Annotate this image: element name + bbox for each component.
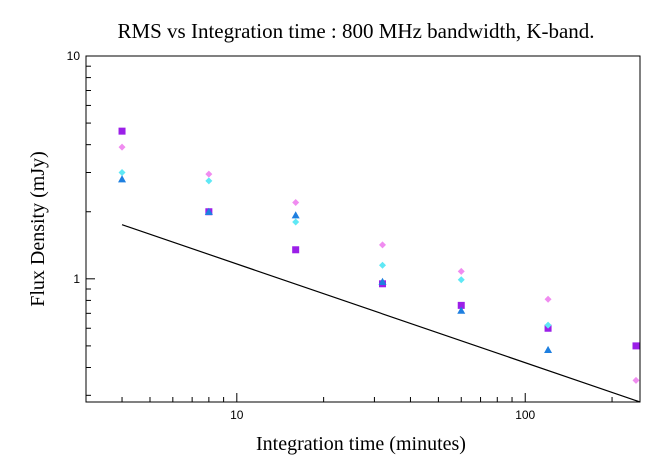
series-3-triangle bbox=[118, 175, 553, 354]
series-1-diamond bbox=[118, 143, 640, 384]
point-diamond bbox=[205, 170, 213, 178]
chart-title: RMS vs Integration time : 800 MHz bandwi… bbox=[117, 19, 594, 43]
point-diamond bbox=[544, 321, 552, 329]
point-diamond bbox=[457, 267, 465, 275]
y-tick-label: 1 bbox=[73, 272, 80, 286]
point-triangle bbox=[457, 306, 466, 314]
series-2-diamond bbox=[118, 169, 552, 329]
reference-line bbox=[121, 224, 641, 403]
point-square bbox=[632, 342, 640, 350]
axis-ticks bbox=[85, 55, 613, 402]
point-diamond bbox=[118, 143, 126, 151]
point-diamond bbox=[379, 261, 387, 269]
point-triangle bbox=[291, 211, 300, 219]
point-diamond bbox=[632, 376, 640, 384]
point-diamond bbox=[292, 199, 300, 207]
x-tick-label: 100 bbox=[515, 408, 535, 422]
point-triangle bbox=[118, 175, 127, 183]
point-diamond bbox=[118, 169, 126, 177]
point-diamond bbox=[544, 295, 552, 303]
point-diamond bbox=[457, 276, 465, 284]
tick-labels: 10 100 1 10 bbox=[67, 49, 536, 422]
y-axis-label: Flux Density (mJy) bbox=[27, 151, 49, 307]
y-tick-label: 10 bbox=[67, 49, 81, 63]
point-square bbox=[457, 301, 465, 309]
point-diamond bbox=[292, 218, 300, 226]
point-square bbox=[292, 246, 300, 254]
x-axis-label: Integration time (minutes) bbox=[256, 433, 466, 455]
point-diamond bbox=[205, 177, 213, 185]
plot-frame bbox=[85, 55, 641, 403]
point-triangle bbox=[544, 345, 553, 354]
data-series bbox=[118, 127, 641, 403]
x-tick-label: 10 bbox=[230, 408, 244, 422]
series-0-square bbox=[118, 127, 640, 350]
point-triangle bbox=[204, 207, 213, 215]
series-4-line bbox=[121, 224, 641, 403]
point-diamond bbox=[379, 241, 387, 249]
point-square bbox=[118, 127, 126, 135]
point-triangle bbox=[378, 277, 387, 285]
